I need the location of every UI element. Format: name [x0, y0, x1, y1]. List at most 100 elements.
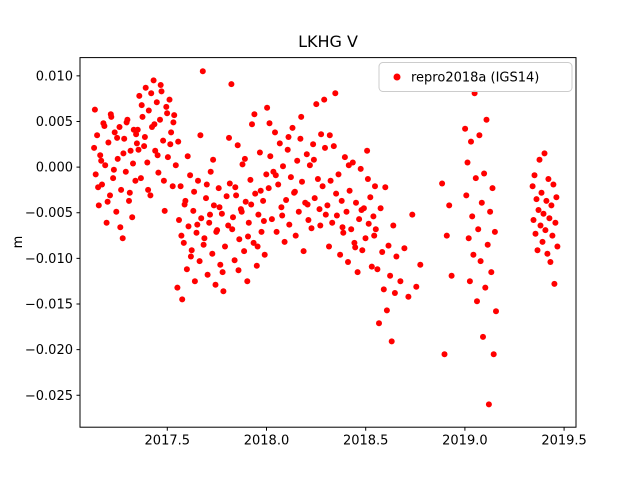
- data-point: [153, 99, 160, 106]
- data-point: [552, 219, 559, 226]
- data-point: [446, 202, 453, 209]
- data-point: [441, 351, 448, 358]
- data-point: [256, 149, 263, 156]
- data-point: [443, 232, 450, 239]
- data-point: [313, 101, 320, 108]
- data-point: [174, 284, 181, 291]
- data-point: [228, 81, 235, 88]
- data-point: [352, 244, 359, 251]
- data-point: [138, 102, 145, 109]
- data-point: [168, 129, 175, 136]
- data-point: [145, 186, 152, 193]
- chart-title: LKHG V: [298, 32, 358, 51]
- data-point: [238, 208, 245, 215]
- data-point: [260, 197, 267, 204]
- data-point: [254, 243, 261, 250]
- data-point: [199, 68, 206, 75]
- data-point: [226, 180, 233, 187]
- data-point: [161, 207, 168, 214]
- data-point: [103, 219, 110, 226]
- plot-area: [80, 57, 576, 428]
- y-axis-label: m: [11, 236, 26, 249]
- data-point: [491, 228, 498, 235]
- data-point: [250, 239, 257, 246]
- data-point: [119, 235, 126, 242]
- x-axis-ticks: 2017.5 2018.0 2018.5 2019.0 2019.5: [145, 427, 587, 449]
- data-point: [318, 131, 325, 138]
- data-point: [170, 119, 177, 126]
- x-tick-label: 2017.5: [145, 434, 191, 449]
- data-point: [401, 245, 408, 252]
- data-point: [142, 84, 149, 91]
- data-point: [167, 141, 174, 148]
- data-point: [305, 217, 312, 223]
- data-point: [257, 187, 264, 194]
- data-point: [114, 134, 121, 141]
- data-point: [332, 90, 339, 97]
- data-point: [529, 183, 536, 190]
- data-point: [118, 186, 125, 193]
- data-point: [158, 88, 165, 95]
- data-point: [197, 132, 204, 139]
- data-point: [226, 134, 232, 141]
- data-point: [249, 121, 255, 128]
- data-point: [380, 286, 387, 293]
- data-point: [164, 110, 171, 117]
- data-point: [547, 259, 554, 265]
- data-point: [534, 247, 541, 254]
- data-point: [216, 204, 223, 211]
- data-point: [203, 181, 210, 188]
- data-point: [187, 253, 194, 260]
- data-point: [133, 131, 140, 138]
- data-point: [335, 171, 342, 178]
- data-point: [121, 135, 128, 142]
- data-point: [139, 113, 146, 120]
- data-point: [245, 219, 252, 226]
- data-point: [210, 202, 217, 209]
- data-point: [279, 212, 286, 219]
- y-axis-ticks: 0.010 0.005 0.000 −0.005 −0.010 −0.015 −0.020 −…: [25, 69, 80, 404]
- data-point: [535, 207, 542, 213]
- data-point: [241, 155, 248, 162]
- data-point: [180, 239, 187, 246]
- data-point: [101, 123, 108, 129]
- data-point: [311, 195, 318, 202]
- data-point: [114, 155, 121, 162]
- data-point: [354, 269, 361, 276]
- data-point: [151, 121, 158, 128]
- data-point: [185, 223, 192, 230]
- data-point: [285, 134, 292, 140]
- data-point: [306, 162, 313, 169]
- data-point: [530, 217, 537, 223]
- data-point: [480, 333, 486, 340]
- data-point: [229, 226, 236, 233]
- data-point: [133, 140, 140, 147]
- data-point: [207, 168, 214, 175]
- data-point: [397, 278, 404, 285]
- data-point: [160, 177, 167, 184]
- data-point: [300, 248, 307, 255]
- data-point: [95, 202, 102, 209]
- data-point: [372, 226, 379, 233]
- data-point: [536, 156, 543, 163]
- data-point: [190, 207, 197, 214]
- data-point: [333, 190, 340, 197]
- data-point: [123, 119, 130, 126]
- data-point: [141, 134, 148, 140]
- data-point: [468, 138, 474, 145]
- data-point: [310, 156, 317, 163]
- data-point: [549, 232, 556, 239]
- data-point: [280, 163, 286, 170]
- data-point: [303, 151, 310, 158]
- data-point: [117, 224, 124, 231]
- data-point: [448, 272, 455, 279]
- data-point: [230, 214, 236, 221]
- data-point: [220, 288, 227, 295]
- data-point: [463, 192, 470, 199]
- data-point: [367, 194, 374, 201]
- data-point: [154, 152, 161, 159]
- data-point: [150, 77, 157, 84]
- data-point: [439, 180, 446, 187]
- data-point: [181, 201, 188, 208]
- data-point: [383, 307, 390, 314]
